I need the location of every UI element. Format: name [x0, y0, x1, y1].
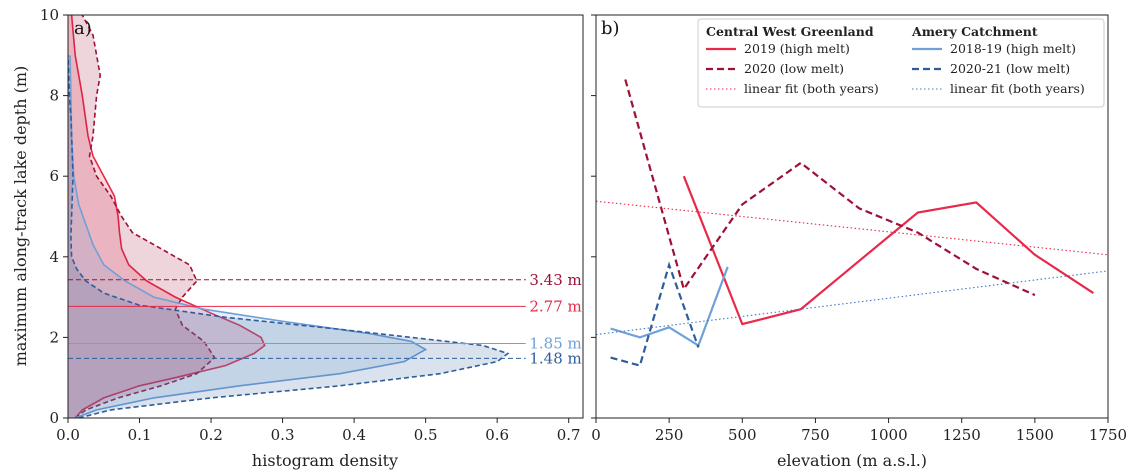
x-tick-label: 0.5 [414, 426, 438, 444]
legend-label-amery_2020: 2020-21 (low melt) [950, 61, 1070, 76]
x-tick-label: 0.4 [342, 426, 366, 444]
series-line-amery_fit [596, 270, 1108, 336]
legend-col1-title: Central West Greenland [706, 24, 874, 39]
x-tick-label: 0.2 [199, 426, 223, 444]
panel-a-xlabel: histogram density [252, 451, 398, 470]
density-curve-amery_2018 [69, 55, 428, 418]
panel-a-mean-labels: 3.43 m 2.77 m 1.85 m1.48 m [529, 271, 581, 368]
density-fill-amery_2018 [68, 55, 426, 418]
mean-label-amery_2020: 1.48 m [529, 349, 581, 367]
density-fill-amery_2020 [68, 55, 508, 418]
panel-b-yticks [591, 14, 596, 419]
x-tick-label: 0.1 [128, 426, 152, 444]
panel-b: 0 250 500 750 1000 1250 1500 1750 b) elevation … [591, 14, 1127, 470]
series-line-cwg_2019 [682, 175, 1095, 326]
x-tick-label: 1250 [943, 426, 981, 444]
mean-label-amery_2018: 1.85 m [529, 334, 581, 352]
x-tick-label: 0.7 [557, 426, 581, 444]
density-fill-cwg_2019 [68, 15, 265, 418]
x-tick-label: 0.3 [271, 426, 295, 444]
x-tick-label: 750 [801, 426, 830, 444]
panel-b-label: b) [601, 18, 620, 39]
panel-a-mean-lines [68, 279, 526, 359]
panel-b-lines [596, 79, 1108, 367]
legend-label-amery_fit: linear fit (both years) [950, 81, 1085, 96]
panel-a-areas [68, 15, 510, 418]
legend-label-cwg_2020: 2020 (low melt) [744, 61, 844, 76]
legend-col2-title: Amery Catchment [911, 24, 1038, 39]
x-tick-label: 500 [728, 426, 757, 444]
x-tick-label: 1750 [1089, 426, 1127, 444]
legend-box [697, 18, 1105, 108]
panel-a-yticks: 0 2 4 6 8 10 [40, 6, 68, 427]
panel-a-label: a) [74, 18, 92, 39]
density-curve-cwg_2019 [70, 15, 266, 418]
x-tick-label: 1000 [869, 426, 907, 444]
x-tick-label: 0.6 [485, 426, 509, 444]
panel-b-xlabel: elevation (m a.s.l.) [777, 451, 927, 470]
y-tick-label: 4 [49, 248, 59, 266]
panel-b-xticks: 0 250 500 750 1000 1250 1500 1750 [591, 418, 1127, 444]
series-line-amery_2020 [610, 261, 700, 367]
x-tick-label: 1500 [1016, 426, 1054, 444]
panel-a-ylabel: maximum along-track lake depth (m) [11, 66, 30, 367]
y-tick-label: 6 [49, 167, 59, 185]
panel-a-xticks: 0.0 0.1 0.2 0.3 0.4 0.5 0.6 0.7 [56, 418, 581, 444]
x-tick-label: 0.0 [56, 426, 80, 444]
series-line-amery_2018 [610, 266, 729, 348]
panel-a: 3.43 m 2.77 m 1.85 m1.48 m 0.0 0.1 0.2 0.3 0.4… [11, 6, 584, 470]
legend-label-amery_2018: 2018-19 (high melt) [950, 41, 1076, 56]
legend-label-cwg_fit: linear fit (both years) [744, 81, 879, 96]
y-tick-label: 10 [40, 6, 59, 24]
panel-a-frame [67, 14, 584, 419]
panel-b-frame [595, 14, 1109, 419]
density-curve-cwg_2020 [74, 15, 216, 418]
y-tick-label: 2 [49, 328, 59, 346]
panel-b-legend: Central West Greenland Amery Catchment 2… [697, 18, 1105, 108]
density-curve-amery_2020 [68, 55, 510, 418]
legend-label-cwg_2019: 2019 (high melt) [744, 41, 850, 56]
series-line-cwg_2020 [624, 79, 1036, 297]
mean-label-cwg_2019: 2.77 m [529, 297, 581, 315]
mean-label-cwg_2020: 3.43 m [529, 271, 581, 289]
series-line-cwg_fit [596, 200, 1108, 256]
x-tick-label: 0 [591, 426, 601, 444]
density-fill-cwg_2020 [68, 15, 215, 418]
y-tick-label: 0 [49, 409, 59, 427]
x-tick-label: 250 [655, 426, 684, 444]
y-tick-label: 8 [49, 87, 59, 105]
